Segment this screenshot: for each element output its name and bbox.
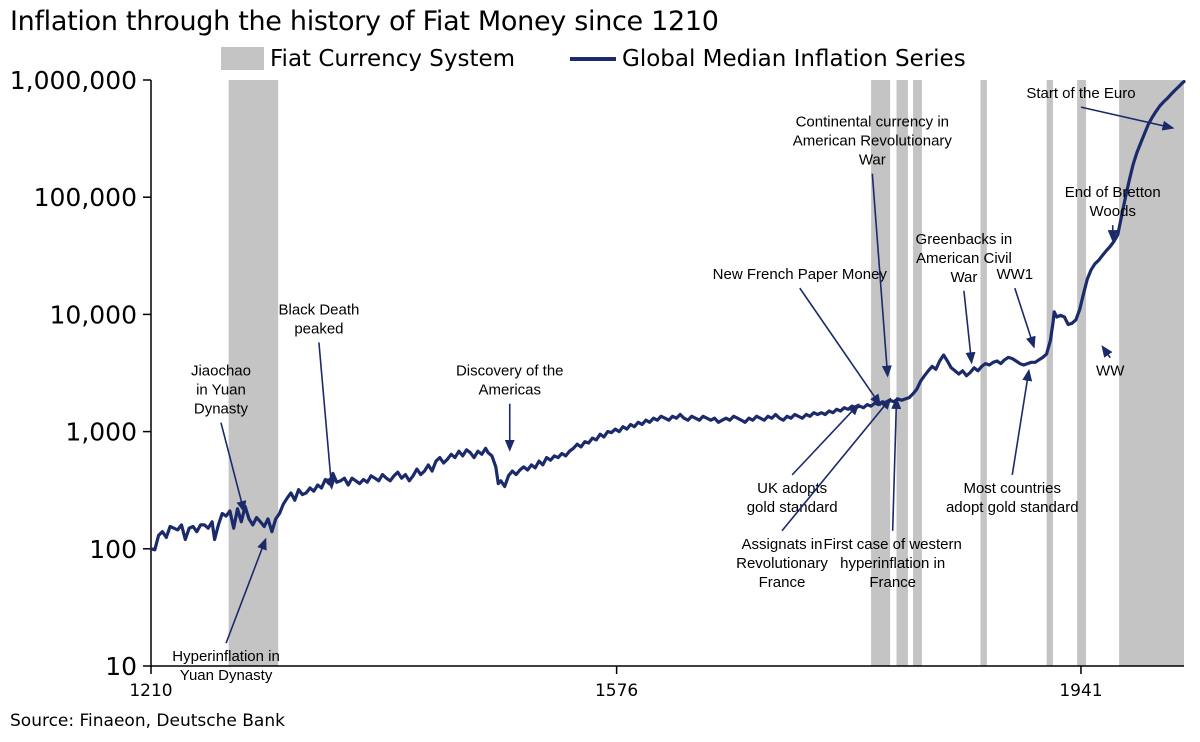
annotation-black-death: Black Death peaked bbox=[278, 301, 359, 491]
annotation-arrow-greenbacks bbox=[963, 290, 976, 365]
fiat-band-3 bbox=[913, 80, 922, 666]
annotation-label-bretton: End of Bretton Woods bbox=[1065, 184, 1161, 220]
annotation-arrow-assignats bbox=[781, 397, 892, 532]
axes: 10 100 1,000 10,000 100,000 1,000,000 1210 1576… bbox=[10, 66, 1184, 701]
annotation-arrow-continental bbox=[871, 173, 892, 378]
annotation-arrow-euro bbox=[1080, 106, 1175, 131]
annotation-arrow-gold-standard bbox=[1011, 368, 1033, 476]
annotation-label-jiaochao: Jiaochao in Yuan Dynasty bbox=[191, 363, 251, 418]
y-tick-label-0: 10 bbox=[105, 652, 137, 681]
annotations: Jiaochao in Yuan Dynasty Black Death peaked D… bbox=[172, 85, 1175, 684]
annotation-arrow-jiaochao bbox=[220, 422, 247, 513]
annotation-label-euro: Start of the Euro bbox=[1026, 85, 1135, 102]
y-tick-label-1: 100 bbox=[89, 535, 137, 564]
annotation-wwi: WW1 bbox=[996, 266, 1036, 349]
annotation-label-first-case: First case of western hyperinflation in Fr… bbox=[823, 536, 961, 591]
annotation-label-wwi: WW1 bbox=[996, 266, 1033, 283]
legend: Fiat Currency System Global Median Inflat… bbox=[221, 46, 966, 72]
annotation-label-uk-gold: UK adopts gold standard bbox=[747, 480, 838, 516]
y-tick-label-5: 1,000,000 bbox=[10, 66, 137, 95]
fiat-band-7 bbox=[1119, 80, 1184, 666]
fiat-band-2 bbox=[896, 80, 908, 666]
chart-title: Inflation through the history of Fiat Mo… bbox=[10, 6, 719, 37]
fiat-band-4 bbox=[980, 80, 987, 666]
annotation-bretton: End of Bretton Woods bbox=[1065, 184, 1161, 243]
annotation-gold-standard: Most countries adopt gold standard bbox=[946, 368, 1079, 516]
series bbox=[149, 80, 1186, 552]
annotation-arrow-first-case bbox=[891, 396, 902, 531]
annotation-americas: Discovery of the Americas bbox=[456, 363, 564, 452]
annotation-arrow-french-paper bbox=[799, 287, 882, 407]
annotation-arrow-ww bbox=[1101, 345, 1113, 359]
legend-label-fiat: Fiat Currency System bbox=[270, 46, 515, 72]
annotation-hyperinflation-yuan: Hyperinflation in Yuan Dynasty bbox=[172, 537, 280, 684]
annotation-arrow-uk-gold bbox=[791, 403, 860, 476]
annotation-label-americas: Discovery of the Americas bbox=[456, 363, 564, 399]
annotation-arrow-black-death bbox=[318, 342, 336, 491]
y-tick-label-2: 1,000 bbox=[65, 418, 137, 447]
annotation-first-case: First case of western hyperinflation in Fr… bbox=[823, 396, 962, 591]
annotation-label-gold-standard: Most countries adopt gold standard bbox=[946, 480, 1079, 516]
annotation-jiaochao: Jiaochao in Yuan Dynasty bbox=[191, 363, 251, 513]
source-note: Source: Finaeon, Deutsche Bank bbox=[10, 711, 285, 731]
x-tick-label-0: 1210 bbox=[129, 681, 172, 701]
x-tick-label-2: 1941 bbox=[1059, 681, 1102, 701]
annotation-arrow-wwi bbox=[1014, 287, 1036, 349]
fiat-band-5 bbox=[1046, 80, 1053, 666]
annotation-label-greenbacks: Greenbacks in American Civil War bbox=[916, 231, 1013, 286]
y-tick-label-3: 10,000 bbox=[50, 300, 137, 329]
legend-label-series: Global Median Inflation Series bbox=[622, 46, 966, 72]
fiat-band-0 bbox=[228, 80, 279, 666]
annotation-french-paper: New French Paper Money bbox=[713, 266, 888, 407]
fiat-bands bbox=[228, 80, 1184, 666]
y-tick-label-4: 100,000 bbox=[34, 183, 137, 212]
annotation-assignats: Assignats in Revolutionary France bbox=[736, 397, 892, 591]
annotation-greenbacks: Greenbacks in American Civil War bbox=[916, 231, 1013, 365]
annotation-euro: Start of the Euro bbox=[1026, 85, 1175, 131]
annotation-label-ww: WW bbox=[1096, 363, 1125, 380]
annotation-ww: WW bbox=[1096, 345, 1125, 380]
legend-swatch-fiat bbox=[221, 47, 264, 70]
annotation-continental: Continental currency in American Revoluti… bbox=[793, 114, 953, 378]
annotation-label-hyperinflation-yuan: Hyperinflation in Yuan Dynasty bbox=[172, 648, 280, 684]
annotation-label-continental: Continental currency in American Revoluti… bbox=[793, 114, 953, 169]
annotation-label-assignats: Assignats in Revolutionary France bbox=[736, 536, 828, 591]
annotation-arrow-hyperinflation-yuan bbox=[225, 537, 267, 644]
annotation-label-black-death: Black Death peaked bbox=[278, 301, 359, 337]
annotation-label-french-paper: New French Paper Money bbox=[713, 266, 888, 283]
fiat-band-6 bbox=[1077, 80, 1087, 666]
annotation-uk-gold: UK adopts gold standard bbox=[747, 403, 860, 516]
x-tick-label-1: 1576 bbox=[595, 681, 638, 701]
series-line-0 bbox=[149, 80, 1186, 552]
